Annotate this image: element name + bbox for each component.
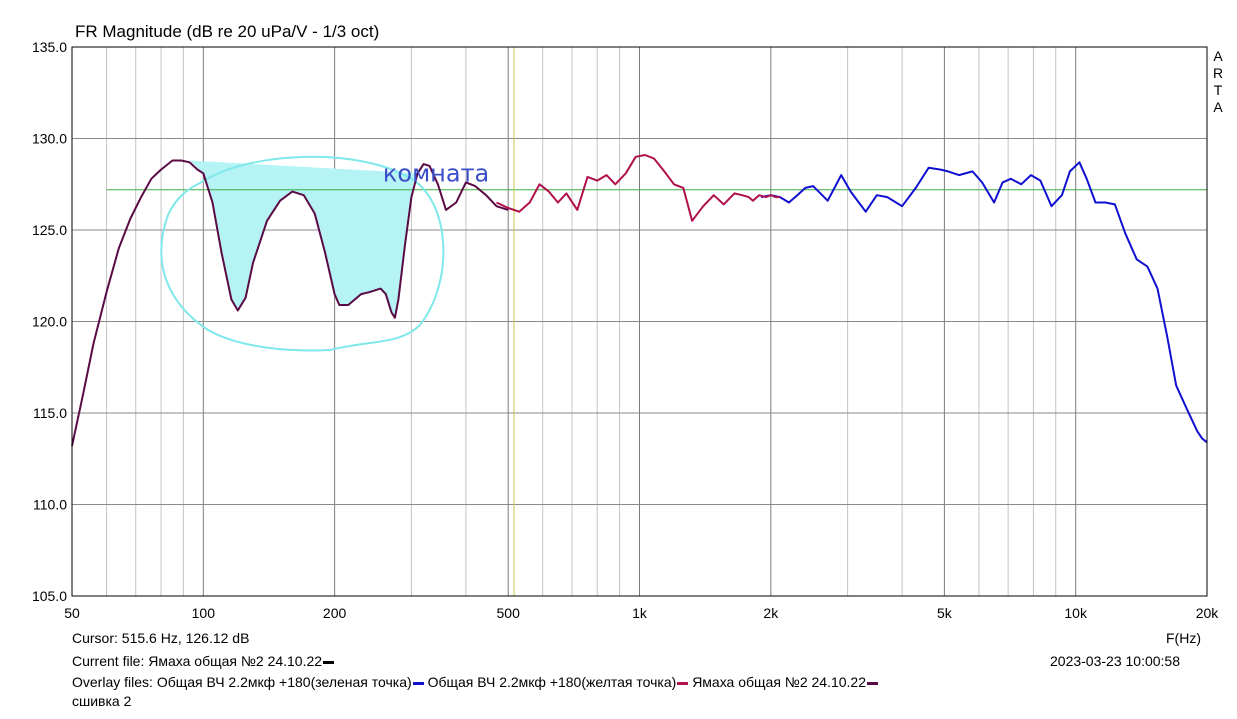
overlay-file-1: Общая ВЧ 2.2мкф +180(зеленая точка) (156, 674, 412, 690)
y-tick-label: 125.0 (32, 222, 67, 238)
overlay-file-3-color-mark (867, 681, 878, 685)
overlay-label: Overlay files: (72, 674, 153, 690)
room-annotation-label: комната (383, 159, 489, 187)
overlay-file-3: Ямаха общая №2 24.10.22 (692, 674, 866, 690)
x-tick-label: 5k (937, 605, 953, 621)
x-tick-label: 10k (1064, 605, 1088, 621)
y-tick-label: 135.0 (32, 39, 67, 55)
x-tick-label: 1k (632, 605, 648, 621)
room-annotation-ellipse (160, 155, 445, 352)
current-file-label: Current file: Ямаха общая №2 24.10.22 (72, 653, 323, 669)
y-tick-label: 105.0 (32, 588, 67, 604)
overlay-file-2-color-mark (677, 681, 689, 685)
arta-letter: T (1213, 82, 1223, 98)
x-tick-label: 200 (323, 605, 347, 621)
overlay-files-line: Overlay files: Общая ВЧ 2.2мкф +180(зеле… (72, 674, 878, 690)
x-axis-unit: F(Hz) (1166, 630, 1201, 646)
current-file-line: Current file: Ямаха общая №2 24.10.22 (72, 653, 335, 669)
arta-letter: A (1213, 99, 1223, 115)
arta-letter: R (1212, 65, 1224, 81)
series-line-3 (71, 159, 509, 447)
x-tick-label: 100 (192, 605, 216, 621)
x-tick-label: 500 (497, 605, 521, 621)
room-dip-fill (189, 160, 418, 318)
x-tick-label: 20k (1196, 605, 1220, 621)
series-line-2 (496, 154, 780, 222)
overlay-file-2: Общая ВЧ 2.2мкф +180(желтая точка) (427, 674, 677, 690)
timestamp: 2023-03-23 10:00:58 (1050, 653, 1180, 669)
y-tick-label: 110.0 (33, 497, 67, 513)
arta-watermark: A R T A (1211, 48, 1225, 116)
x-tick-label: 2k (763, 605, 779, 621)
current-file-color-mark (323, 660, 335, 664)
y-tick-label: 120.0 (32, 314, 67, 330)
x-tick-label: 50 (64, 605, 80, 621)
chart-title: FR Magnitude (dB re 20 uPa/V - 1/3 oct) (75, 22, 380, 41)
arta-letter: A (1213, 48, 1223, 64)
overlay-file-continued: сшивка 2 (72, 693, 132, 709)
series-line-1 (760, 161, 1208, 444)
overlay-file-1-color-mark (412, 681, 424, 685)
plot-frame (71, 46, 1208, 597)
y-tick-label: 130.0 (32, 131, 67, 147)
y-tick-label: 115.0 (33, 405, 67, 421)
cursor-readout: Cursor: 515.6 Hz, 126.12 dB (72, 630, 250, 646)
